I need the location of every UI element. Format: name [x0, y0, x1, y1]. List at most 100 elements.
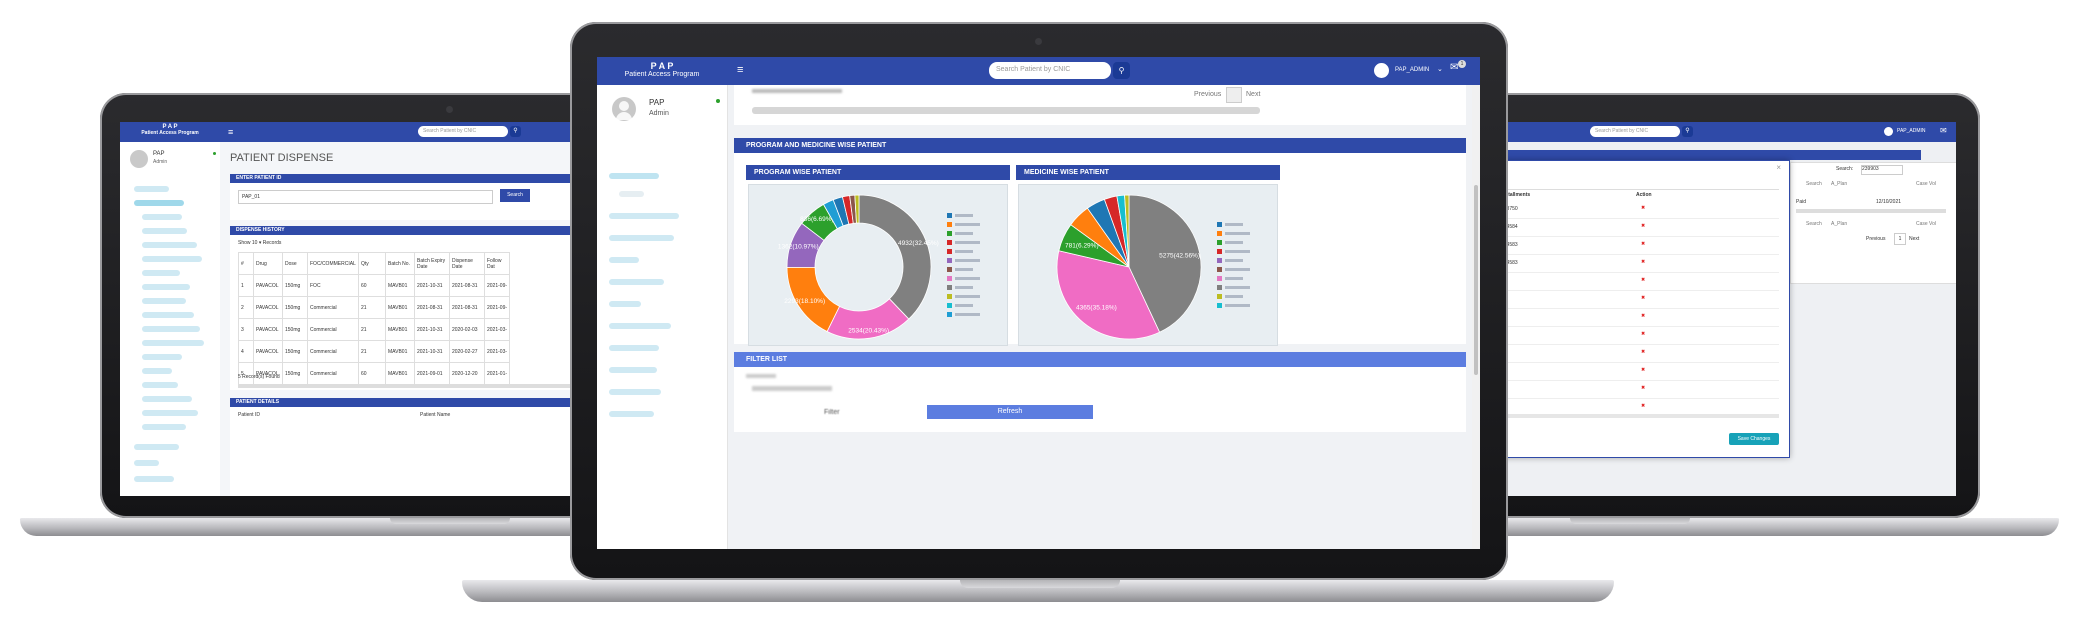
table-header[interactable]: # — [238, 252, 254, 275]
left-nav-item[interactable] — [134, 200, 184, 206]
legend-swatch[interactable] — [947, 231, 952, 236]
table-header[interactable]: Batch Expiry Date — [414, 252, 450, 275]
legend-swatch[interactable] — [1217, 276, 1222, 281]
left-nav-item[interactable] — [142, 326, 200, 332]
legend-swatch[interactable] — [1217, 240, 1222, 245]
center-user-avatar[interactable] — [1374, 63, 1389, 78]
left-nav-item[interactable] — [142, 340, 204, 346]
left-nav-item[interactable] — [142, 270, 180, 276]
legend-swatch[interactable] — [947, 303, 952, 308]
left-nav-item[interactable] — [142, 214, 182, 220]
right-chat-icon[interactable]: ✉ — [1940, 126, 1947, 135]
left-nav-item[interactable] — [142, 312, 194, 318]
left-nav-item[interactable] — [142, 354, 182, 360]
delete-icon[interactable]: ✖ — [1641, 205, 1646, 211]
center-user-name[interactable]: PAP_ADMIN — [1395, 67, 1430, 73]
table-header[interactable]: Dispense Date — [449, 252, 485, 275]
chat-icon[interactable]: ✉ — [1450, 62, 1459, 73]
center-nav-item[interactable] — [609, 345, 659, 351]
left-nav-item[interactable] — [142, 368, 172, 374]
center-nav-item[interactable] — [609, 323, 671, 329]
delete-icon[interactable]: ✖ — [1641, 223, 1646, 229]
delete-icon[interactable]: ✖ — [1641, 403, 1646, 409]
right-modal-close-icon[interactable]: × — [1776, 163, 1781, 172]
legend-swatch[interactable] — [947, 312, 952, 317]
right-bg-search-input[interactable]: 239903 — [1861, 165, 1903, 175]
legend-swatch[interactable] — [1217, 231, 1222, 236]
legend-swatch[interactable] — [947, 294, 952, 299]
left-search-input[interactable]: Search Patient by CNIC — [418, 126, 508, 137]
left-patient-id-input[interactable]: PAP_01 — [238, 190, 493, 204]
legend-swatch[interactable] — [1217, 249, 1222, 254]
legend-swatch[interactable] — [947, 285, 952, 290]
legend-swatch[interactable] — [1217, 258, 1222, 263]
center-search-icon[interactable]: ⚲ — [1113, 62, 1130, 79]
pagination-current[interactable] — [1226, 87, 1242, 103]
center-nav-item[interactable] — [609, 173, 659, 179]
center-scroll-thumb[interactable] — [1474, 185, 1478, 375]
installment-value[interactable]: 134584 — [1501, 224, 1518, 230]
right-user-name[interactable]: PAP_ADMIN — [1897, 128, 1926, 134]
pagination-previous[interactable]: Previous — [1194, 91, 1222, 98]
installment-value[interactable]: 134583 — [1501, 260, 1518, 266]
center-nav-item[interactable] — [609, 411, 654, 417]
pie-slice[interactable] — [854, 194, 860, 224]
center-nav-item[interactable] — [609, 301, 641, 307]
left-nav-item[interactable] — [142, 284, 190, 290]
left-nav-item[interactable] — [134, 476, 174, 482]
table-header[interactable]: Drug — [253, 252, 283, 275]
right-modal-scrollbar[interactable] — [1421, 414, 1779, 418]
left-search-button[interactable]: Search — [500, 189, 530, 202]
left-nav-item[interactable] — [134, 444, 179, 450]
legend-swatch[interactable] — [1217, 267, 1222, 272]
pagination-next[interactable]: Next — [1246, 91, 1261, 98]
left-nav-item[interactable] — [142, 424, 186, 430]
pie-slice[interactable] — [1124, 194, 1130, 268]
right-search-icon[interactable]: ⚲ — [1682, 126, 1693, 137]
legend-swatch[interactable] — [947, 267, 952, 272]
center-filter-label[interactable]: Filter — [824, 409, 840, 416]
delete-icon[interactable]: ✖ — [1641, 349, 1646, 355]
pie-slice[interactable] — [1056, 250, 1161, 340]
left-nav-item[interactable] — [142, 256, 202, 262]
legend-swatch[interactable] — [947, 222, 952, 227]
installment-value[interactable]: 134583 — [1501, 242, 1518, 248]
legend-swatch[interactable] — [1217, 285, 1222, 290]
table-header[interactable]: Follow Dat — [484, 252, 510, 275]
legend-swatch[interactable] — [1217, 294, 1222, 299]
center-nav-item[interactable] — [609, 235, 674, 241]
center-nav-item[interactable] — [609, 389, 661, 395]
table-header[interactable]: Qty — [358, 252, 386, 275]
left-menu-icon[interactable]: ≡ — [228, 127, 234, 137]
pie-slice[interactable] — [858, 194, 932, 320]
left-nav-item[interactable] — [142, 298, 186, 304]
delete-icon[interactable]: ✖ — [1641, 277, 1646, 283]
legend-swatch[interactable] — [947, 276, 952, 281]
delete-icon[interactable]: ✖ — [1641, 295, 1646, 301]
legend-swatch[interactable] — [1217, 303, 1222, 308]
legend-swatch[interactable] — [1217, 222, 1222, 227]
delete-icon[interactable]: ✖ — [1641, 313, 1646, 319]
right-bg-previous[interactable]: Previous — [1866, 236, 1886, 242]
save-changes-button[interactable]: Save Changes — [1729, 433, 1779, 445]
center-horizontal-scrollbar[interactable] — [752, 107, 1260, 114]
left-nav-item[interactable] — [134, 460, 159, 466]
left-nav-item[interactable] — [142, 410, 198, 416]
left-nav-item[interactable] — [142, 396, 192, 402]
table-header[interactable]: Batch No. — [385, 252, 415, 275]
left-nav-item[interactable] — [142, 242, 197, 248]
refresh-button[interactable]: Refresh — [927, 405, 1093, 419]
center-nav-item[interactable] — [619, 191, 644, 197]
center-menu-icon[interactable]: ≡ — [737, 64, 744, 76]
right-user-avatar[interactable] — [1884, 127, 1893, 136]
center-nav-item[interactable] — [609, 279, 664, 285]
left-search-icon[interactable]: ⚲ — [510, 126, 521, 137]
left-table-scrollbar[interactable] — [238, 384, 640, 388]
center-nav-item[interactable] — [609, 257, 639, 263]
center-vertical-scrollbar[interactable] — [1472, 85, 1480, 549]
legend-swatch[interactable] — [947, 213, 952, 218]
left-show-select[interactable]: 10 — [251, 240, 258, 246]
table-header[interactable]: Dose — [282, 252, 308, 275]
right-bg-next[interactable]: Next — [1909, 236, 1920, 242]
center-nav-item[interactable] — [609, 367, 657, 373]
